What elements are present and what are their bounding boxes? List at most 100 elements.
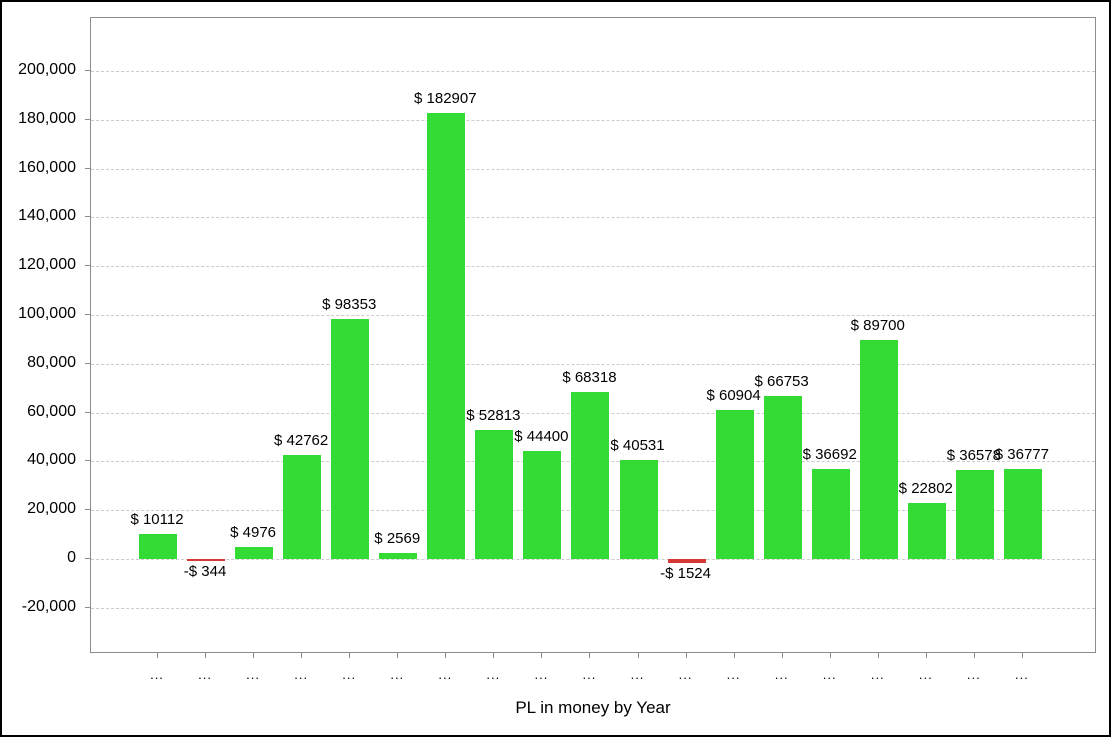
y-axis-tick-label: -20,000 xyxy=(21,597,76,615)
x-axis-tick xyxy=(349,653,351,658)
y-axis-tick xyxy=(85,70,90,71)
bar-value-label: $ 98353 xyxy=(322,296,377,313)
y-axis-tick xyxy=(85,216,90,218)
bar-value-label: $ 10112 xyxy=(130,511,184,528)
x-axis-tick xyxy=(877,653,879,658)
gridline xyxy=(91,71,1095,72)
x-axis-tick-label: ... xyxy=(918,667,933,682)
bar xyxy=(523,451,562,559)
y-axis-tick-label: 0 xyxy=(67,549,76,566)
x-axis-tick-label: ... xyxy=(774,667,789,682)
x-axis-tick xyxy=(589,653,591,658)
x-axis-tick-label: ... xyxy=(486,667,501,682)
y-axis-tick-label: 40,000 xyxy=(27,451,76,469)
y-axis-tick xyxy=(85,460,90,462)
x-axis-tick-label: ... xyxy=(582,667,597,682)
x-axis-tick xyxy=(781,653,783,658)
bar xyxy=(379,553,418,559)
x-axis-tick xyxy=(973,653,975,658)
bar xyxy=(811,469,850,559)
gridline xyxy=(91,217,1095,219)
y-axis-tick-label: 140,000 xyxy=(18,207,76,225)
bar xyxy=(235,547,274,559)
bar-value-label: -$ 344 xyxy=(183,563,227,580)
x-axis-tick xyxy=(733,653,735,658)
bar-value-label: $ 89700 xyxy=(850,317,905,334)
x-axis-tick-label: ... xyxy=(630,667,645,682)
bar-value-label: $ 2569 xyxy=(374,530,421,547)
bar-value-label: $ 40531 xyxy=(610,437,665,454)
x-axis-tick-label: ... xyxy=(342,667,357,682)
x-axis-tick xyxy=(493,653,495,658)
x-axis-tick-label: ... xyxy=(822,667,837,682)
gridline xyxy=(91,315,1095,316)
bar xyxy=(907,503,946,559)
y-axis-tick-label: 200,000 xyxy=(18,61,76,78)
x-axis-tick xyxy=(925,653,927,658)
bar xyxy=(715,410,754,559)
bar xyxy=(427,113,466,559)
x-axis-title: PL in money by Year xyxy=(515,698,671,717)
x-axis-tick xyxy=(445,653,447,658)
bar-value-label: $ 182907 xyxy=(414,90,477,107)
y-axis-tick-label: 100,000 xyxy=(18,305,76,322)
x-axis-tick xyxy=(157,653,158,658)
y-axis-tick xyxy=(85,167,90,169)
x-axis-tick xyxy=(829,653,831,658)
y-axis-tick xyxy=(85,606,90,608)
bar-value-label: $ 44400 xyxy=(514,428,569,445)
x-axis-tick xyxy=(397,653,399,658)
x-axis-tick-label: ... xyxy=(438,667,453,682)
bar-value-label: -$ 1524 xyxy=(660,565,711,582)
bar-value-label: $ 52813 xyxy=(466,407,521,424)
x-axis-tick xyxy=(301,653,303,658)
x-axis-tick xyxy=(253,653,255,658)
bar-value-label: $ 68318 xyxy=(562,369,617,386)
bar-value-label: $ 42762 xyxy=(274,432,329,449)
x-axis-tick-label: ... xyxy=(726,667,741,682)
y-axis-tick-label: 160,000 xyxy=(18,158,76,176)
x-axis-tick xyxy=(205,653,207,658)
y-axis-tick xyxy=(85,314,90,315)
bar-value-label: $ 60904 xyxy=(706,387,761,404)
y-axis-tick-label: 180,000 xyxy=(18,109,76,127)
x-axis-tick-label: ... xyxy=(534,667,549,682)
bar-value-label: $ 22802 xyxy=(898,480,953,497)
x-axis-tick-label: ... xyxy=(870,667,885,682)
x-axis-tick-label: ... xyxy=(294,667,309,682)
y-axis-tick xyxy=(85,558,90,559)
x-axis-tick-label: ... xyxy=(678,667,693,682)
x-axis-tick-label: ... xyxy=(150,667,164,682)
y-axis-tick xyxy=(85,509,90,511)
y-axis-tick-label: 120,000 xyxy=(18,256,76,274)
x-axis-tick xyxy=(685,653,687,658)
y-axis-tick-label: 20,000 xyxy=(27,500,76,518)
y-axis-tick xyxy=(85,411,90,413)
bar-value-label: $ 36578 xyxy=(946,447,1001,464)
bar xyxy=(331,319,370,559)
bar xyxy=(475,430,514,559)
bar xyxy=(283,455,322,559)
y-axis-tick-label: 80,000 xyxy=(27,353,76,371)
bar xyxy=(619,460,658,559)
x-axis-tick xyxy=(637,653,639,658)
x-axis-tick-label: ... xyxy=(966,667,981,682)
bar xyxy=(139,534,177,559)
x-axis-tick-label: ... xyxy=(246,667,261,682)
gridline xyxy=(91,559,1095,560)
x-axis-tick-label: ... xyxy=(198,667,212,682)
plot-area xyxy=(90,17,1096,653)
gridline xyxy=(91,607,1095,609)
y-axis-tick xyxy=(85,362,90,364)
x-axis-tick xyxy=(1021,653,1023,658)
bar-value-label: $ 4976 xyxy=(230,524,277,541)
gridline xyxy=(91,266,1095,268)
bar xyxy=(859,340,898,559)
x-axis-tick-label: ... xyxy=(1014,667,1029,682)
gridline xyxy=(91,363,1095,365)
y-axis-tick-label: 60,000 xyxy=(27,402,76,420)
y-axis-tick xyxy=(85,265,90,267)
x-axis-tick-label: ... xyxy=(390,667,405,682)
x-axis-tick xyxy=(541,653,543,658)
